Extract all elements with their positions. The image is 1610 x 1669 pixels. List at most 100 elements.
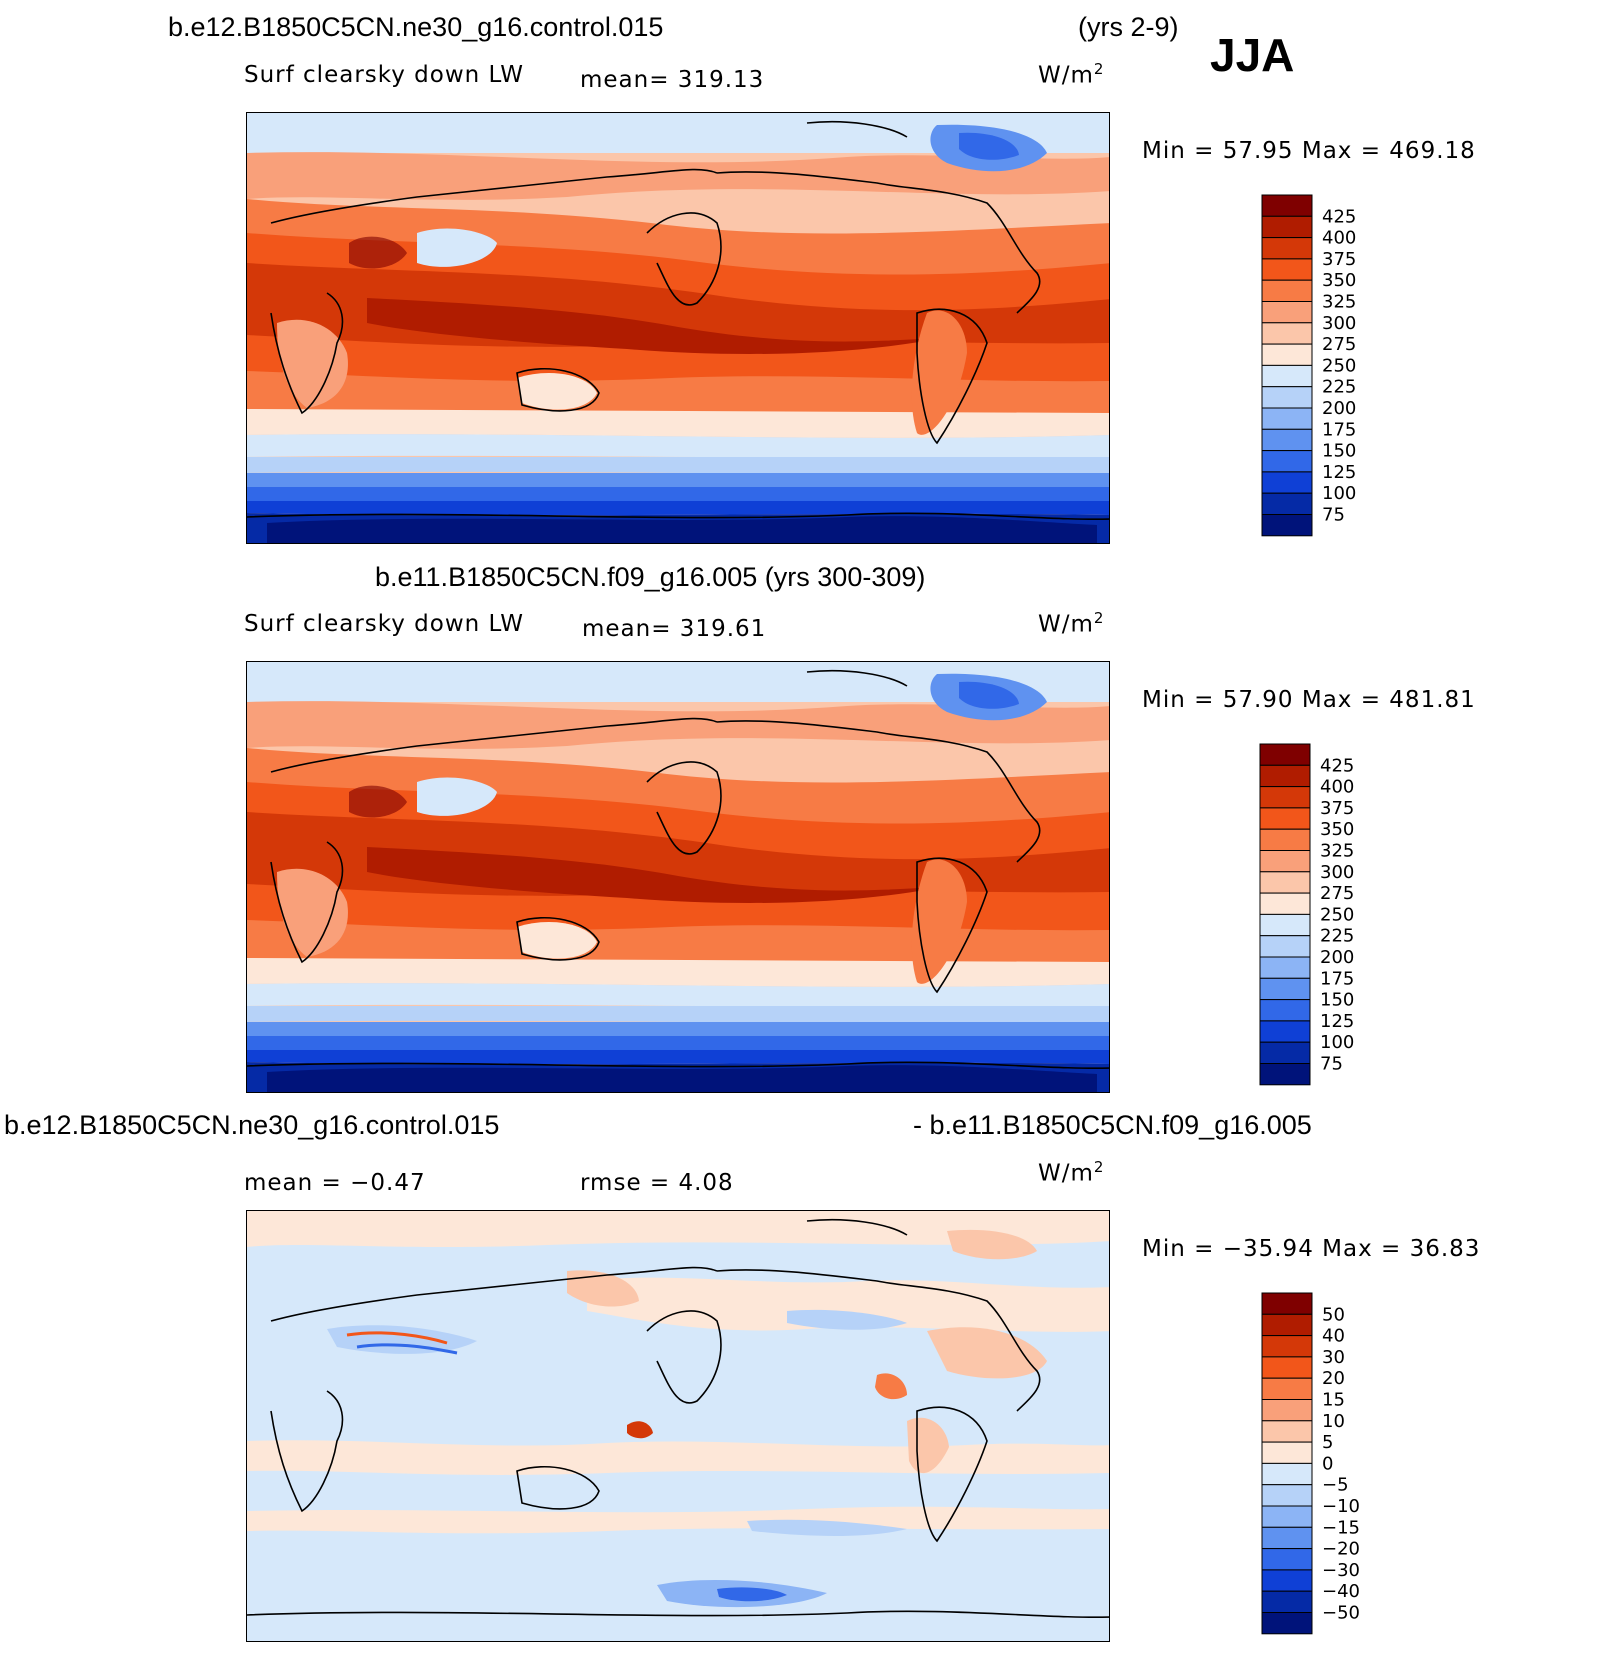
colorbar-swatch	[1259, 935, 1311, 958]
colorbar-label: 375	[1322, 249, 1356, 270]
colorbar-swatch	[1259, 828, 1311, 851]
colorbar-swatch	[1259, 764, 1311, 788]
colorbar-swatch	[1261, 1505, 1313, 1528]
panel3-map	[246, 1210, 1110, 1642]
colorbar-swatch	[1261, 1441, 1313, 1464]
colorbar-swatch	[1261, 1420, 1313, 1443]
colorbar-label: −50	[1322, 1603, 1360, 1624]
colorbar-label: 400	[1320, 777, 1354, 798]
colorbar-swatch	[1259, 1063, 1311, 1086]
panel2-units: W/m2	[1038, 609, 1105, 638]
colorbar-label: 250	[1320, 904, 1354, 925]
colorbar-swatch	[1261, 1569, 1313, 1592]
panel3-units: W/m2	[1038, 1158, 1105, 1187]
colorbar-swatch	[1261, 407, 1313, 430]
colorbar-swatch	[1261, 1548, 1313, 1571]
colorbar-swatch	[1259, 913, 1311, 937]
colorbar-label: 225	[1322, 377, 1356, 398]
panel3-minmax: Min = −35.94 Max = 36.83	[1142, 1236, 1481, 1262]
colorbar-label: 100	[1322, 483, 1356, 504]
colorbar-label: 200	[1320, 947, 1354, 968]
colorbar-label: 50	[1322, 1304, 1345, 1325]
colorbar-swatch	[1261, 514, 1313, 537]
colorbar-swatch	[1259, 999, 1311, 1022]
colorbar-swatch	[1261, 258, 1313, 281]
colorbar-swatch	[1261, 343, 1313, 366]
colorbar-label: 350	[1322, 270, 1356, 291]
panel3-rmse: rmse = 4.08	[580, 1170, 734, 1196]
colorbar-swatch	[1261, 1292, 1313, 1315]
colorbar-label: 300	[1320, 862, 1354, 883]
panel3-mean: mean = −0.47	[244, 1170, 426, 1196]
colorbar-swatch	[1261, 1399, 1313, 1422]
colorbar-label: 325	[1320, 841, 1354, 862]
colorbar-label: 75	[1320, 1054, 1343, 1075]
colorbar-label: 20	[1322, 1368, 1345, 1389]
colorbar-swatch	[1261, 1590, 1313, 1614]
panel1-variable: Surf clearsky down LW	[244, 62, 524, 88]
colorbar-swatch	[1261, 428, 1313, 452]
panel2-map	[246, 661, 1110, 1093]
colorbar-swatch	[1261, 492, 1313, 516]
colorbar-label: −40	[1322, 1581, 1360, 1602]
diff-left-title: b.e12.B1850C5CN.ne30_g16.control.015	[4, 1110, 500, 1140]
panel2-colorbar: 425 400 375 350 325 300 275 250 225 200 175 150 125 1…	[1259, 743, 1380, 1086]
colorbar-label: 15	[1322, 1390, 1345, 1411]
colorbar-label: 275	[1322, 334, 1356, 355]
colorbar-label: 425	[1320, 755, 1354, 776]
panel2-mean: mean= 319.61	[582, 616, 767, 642]
panel1-map	[246, 112, 1110, 544]
colorbar-swatch	[1259, 850, 1311, 873]
colorbar-label: 425	[1322, 206, 1356, 227]
panel1-colorbar: 425 400 375 350 325 300 275 250 225 200 175 150 125 1…	[1261, 194, 1382, 537]
colorbar-label: 300	[1322, 313, 1356, 334]
colorbar-swatch	[1259, 977, 1311, 1001]
colorbar-label: 175	[1322, 419, 1356, 440]
colorbar-label: 375	[1320, 798, 1354, 819]
colorbar-label: 40	[1322, 1326, 1345, 1347]
panel2-variable: Surf clearsky down LW	[244, 611, 524, 637]
colorbar-swatch	[1261, 1335, 1313, 1358]
colorbar-label: 75	[1322, 505, 1345, 526]
panel3-colorbar: 50 40 30 20 15 10 5 0 −5 −10 −15 −20 −30 −40 −50	[1261, 1292, 1382, 1635]
colorbar-swatch	[1259, 743, 1311, 766]
colorbar-swatch	[1261, 364, 1313, 388]
colorbar-swatch	[1261, 1377, 1313, 1400]
colorbar-swatch	[1261, 471, 1313, 494]
colorbar-label: 100	[1320, 1032, 1354, 1053]
colorbar-swatch	[1259, 956, 1311, 979]
colorbar-swatch	[1261, 322, 1313, 345]
colorbar-swatch	[1261, 1612, 1313, 1635]
colorbar-label: 350	[1320, 819, 1354, 840]
colorbar-label: 325	[1322, 292, 1356, 313]
panel2-minmax: Min = 57.90 Max = 481.81	[1142, 687, 1476, 713]
colorbar-swatch	[1261, 1356, 1313, 1379]
season-label: JJA	[1210, 29, 1295, 81]
colorbar-swatch	[1261, 1484, 1313, 1507]
colorbar-swatch	[1259, 1041, 1311, 1065]
colorbar-swatch	[1261, 1313, 1313, 1337]
colorbar-swatch	[1259, 807, 1311, 830]
case2-title: b.e11.B1850C5CN.f09_g16.005 (yrs 300-309…	[375, 562, 926, 592]
colorbar-swatch	[1261, 450, 1313, 473]
panel1-mean: mean= 319.13	[580, 67, 765, 93]
colorbar-swatch	[1259, 892, 1311, 915]
colorbar-label: 400	[1322, 228, 1356, 249]
colorbar-label: 275	[1320, 883, 1354, 904]
colorbar-label: 125	[1320, 1011, 1354, 1032]
colorbar-label: 125	[1322, 462, 1356, 483]
colorbar-label: −20	[1322, 1539, 1360, 1560]
colorbar-swatch	[1261, 301, 1313, 324]
colorbar-swatch	[1261, 1526, 1313, 1550]
case1-title: b.e12.B1850C5CN.ne30_g16.control.015	[168, 12, 664, 42]
colorbar-swatch	[1259, 786, 1311, 809]
colorbar-swatch	[1261, 215, 1313, 239]
colorbar-label: 250	[1322, 355, 1356, 376]
panel1-units: W/m2	[1038, 60, 1105, 89]
colorbar-label: 175	[1320, 968, 1354, 989]
colorbar-label: 30	[1322, 1347, 1345, 1368]
diff-right-title: - b.e11.B1850C5CN.f09_g16.005	[913, 1110, 1312, 1140]
colorbar-swatch	[1261, 194, 1313, 217]
colorbar-label: 150	[1320, 990, 1354, 1011]
colorbar-label: −30	[1322, 1560, 1360, 1581]
